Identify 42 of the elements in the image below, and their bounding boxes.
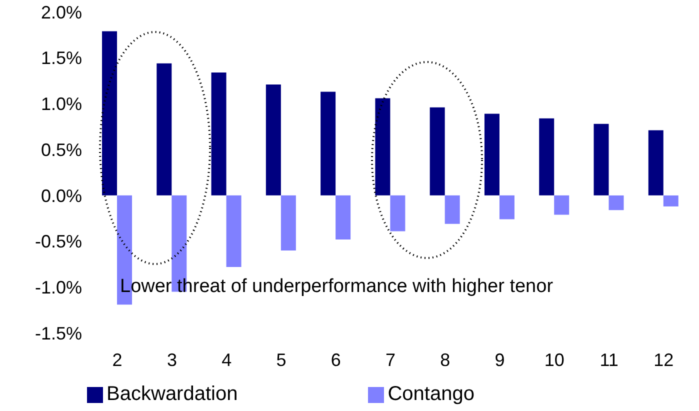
x-tick-label: 10 (544, 350, 564, 370)
bar (484, 114, 500, 196)
bar (226, 195, 242, 267)
bar (156, 63, 172, 196)
bar (430, 107, 445, 196)
y-tick-label: 2.0% (40, 2, 82, 22)
bar (594, 124, 609, 196)
y-tick-label: -1.5% (34, 323, 82, 344)
x-tick-label: 6 (330, 350, 341, 370)
bar (211, 72, 226, 196)
bar (499, 195, 514, 220)
legend-label: Contango (388, 383, 474, 405)
y-tick-label: 0.0% (40, 186, 82, 206)
bar (648, 130, 664, 196)
y-tick-label: 0.5% (40, 140, 82, 160)
x-tick-label: 9 (494, 350, 505, 370)
bar (390, 195, 406, 232)
bar (554, 195, 570, 215)
bar (320, 92, 336, 196)
bar (336, 195, 351, 240)
x-tick-label: 4 (222, 350, 232, 370)
y-tick-label: 1.5% (40, 48, 82, 68)
bar (280, 195, 296, 250)
bar (663, 195, 678, 206)
bar (266, 84, 281, 196)
annotation: Lower threat of underperformance with higher tenor (120, 276, 554, 298)
x-tick-label: 3 (166, 350, 177, 370)
x-tick-label: 12 (654, 350, 674, 370)
y-tick-label: 1.0% (40, 94, 82, 114)
x-tick-label: 2 (112, 350, 122, 370)
x-tick-label: 5 (276, 350, 286, 370)
bar (539, 118, 554, 196)
bar (375, 98, 390, 196)
x-tick-label: 11 (600, 350, 618, 370)
y-tick-label: -0.5% (34, 232, 82, 252)
legend-label: Backwardation (106, 383, 238, 405)
y-tick-label: -1.0% (34, 278, 82, 298)
bar (102, 31, 118, 196)
x-tick-label: 8 (440, 350, 450, 370)
x-tick-label: 7 (385, 350, 396, 370)
bar (608, 195, 624, 210)
bar (444, 195, 460, 224)
